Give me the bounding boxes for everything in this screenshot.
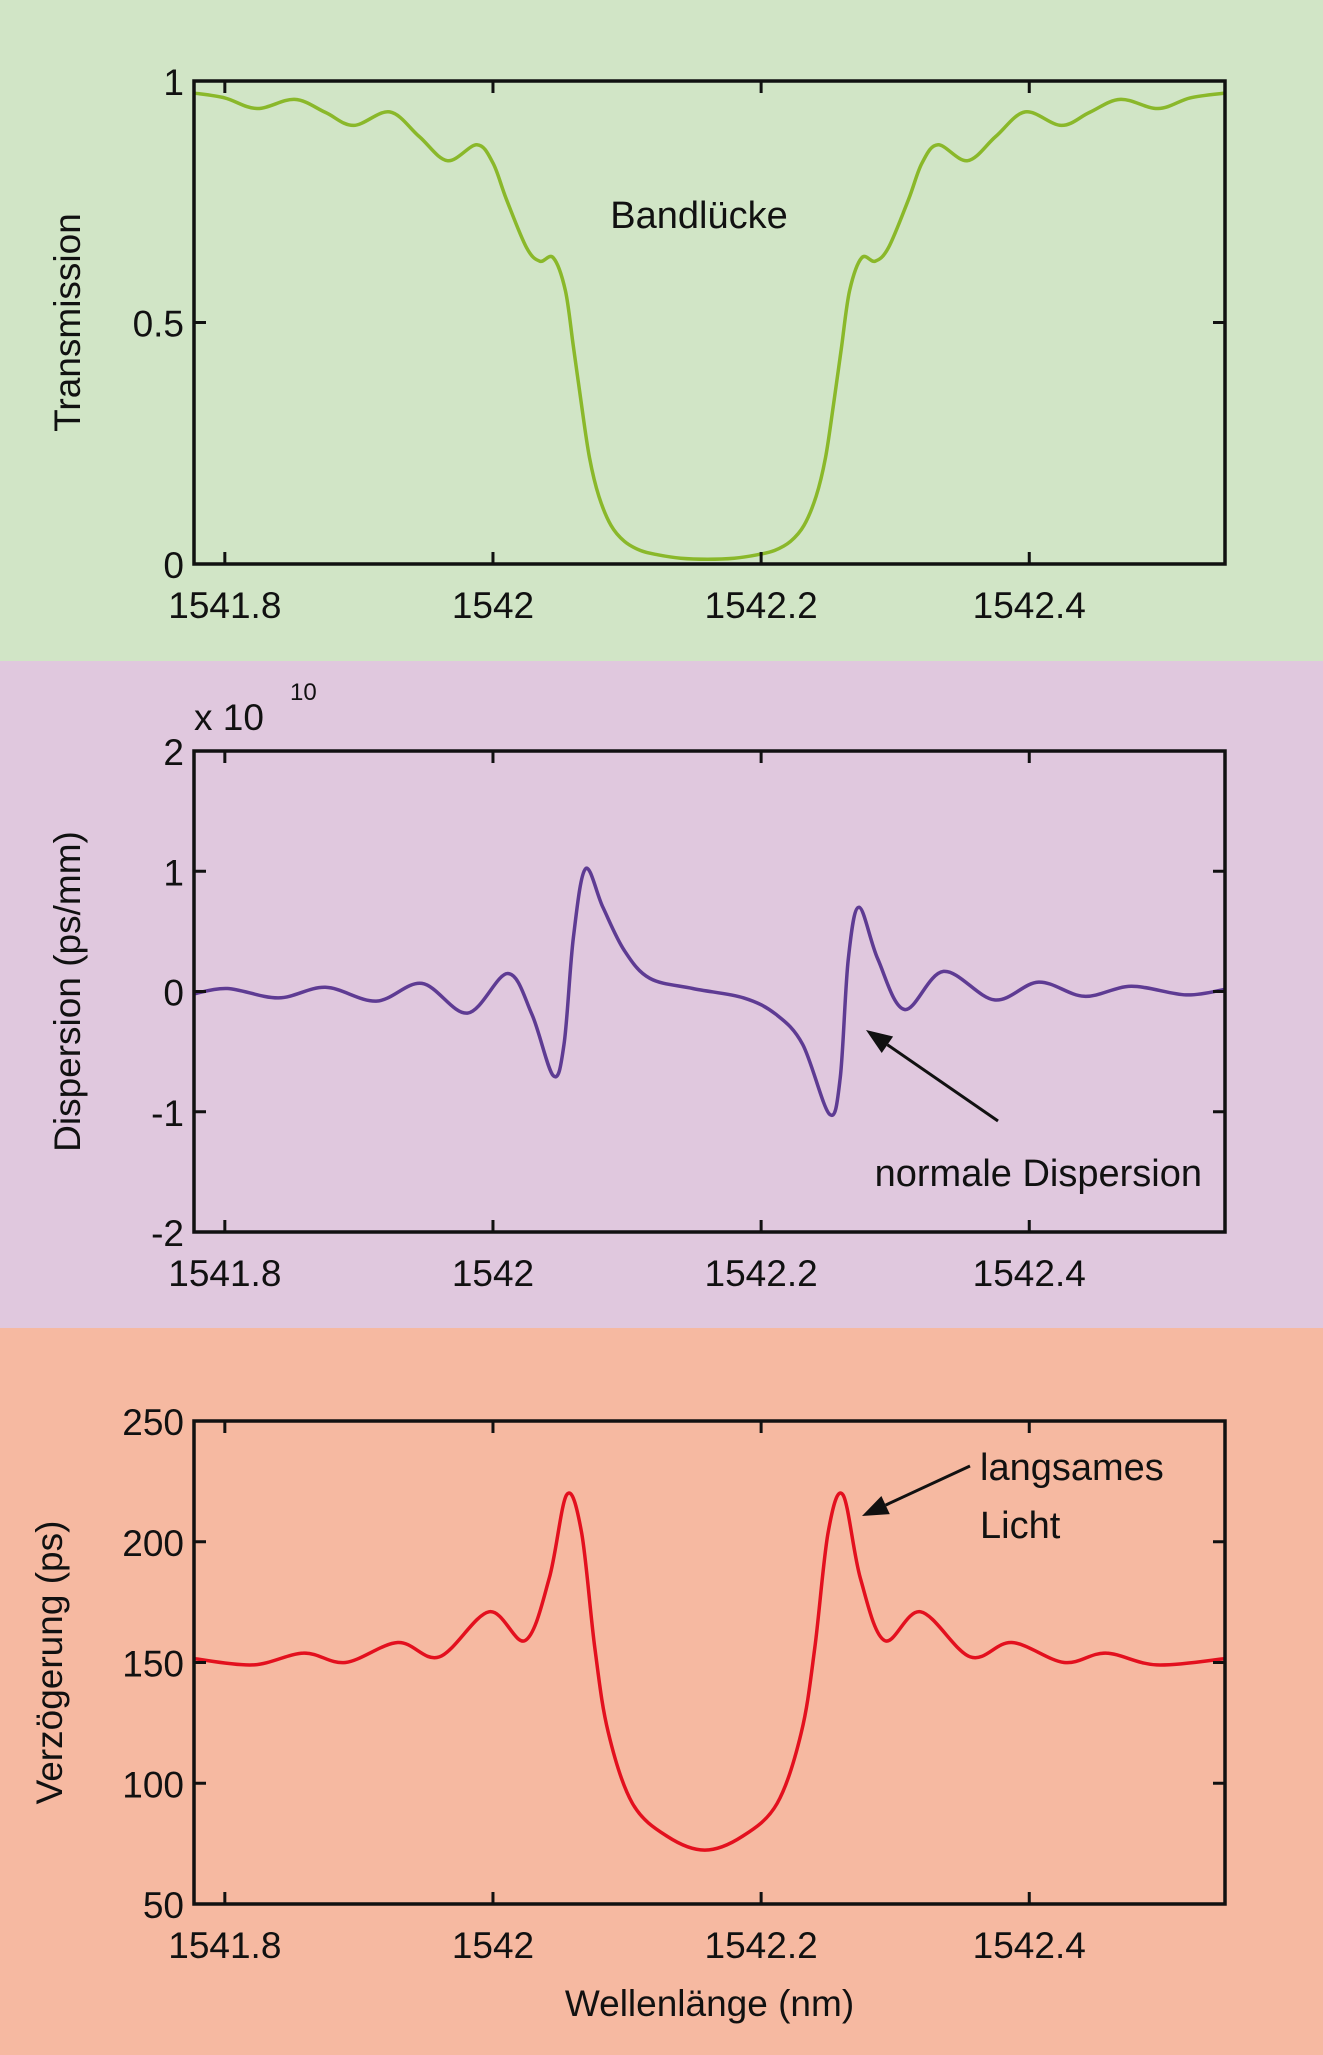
transmission-series-line <box>193 91 1226 561</box>
delay-xtick-label: 1542.4 <box>973 1925 1086 1966</box>
dispersion-panel: 1541.8 1542 1542.2 1542.4 -2 -1 0 1 2 Dispersion … <box>0 661 1323 1328</box>
transmission-ytick-label: 0.5 <box>133 304 184 345</box>
y-multiplier-exponent: 10 <box>290 679 317 706</box>
dispersion-ytick-label: 0 <box>163 973 184 1014</box>
y-multiplier-label: x 10 <box>194 697 264 738</box>
transmission-y-axis-label: Transmission <box>47 213 88 432</box>
delay-ytick-label: 200 <box>122 1523 184 1564</box>
dispersion-xtick-label: 1541.8 <box>168 1253 281 1294</box>
delay-xtick-label: 1542.2 <box>705 1925 818 1966</box>
transmission-ytick-label: 0 <box>163 545 184 586</box>
delay-ytick-label: 250 <box>122 1402 184 1443</box>
transmission-xtick-label: 1542.2 <box>705 585 818 626</box>
annotation-licht: Licht <box>980 1505 1061 1547</box>
dispersion-ytick-label: -2 <box>151 1213 184 1254</box>
dispersion-ytick-label: -1 <box>151 1093 184 1134</box>
transmission-xtick-label: 1542.4 <box>973 585 1086 626</box>
annotation-arrow-shaft <box>886 1043 999 1123</box>
annotation-normale-dispersion: normale Dispersion <box>875 1153 1202 1195</box>
delay-ytick-label: 100 <box>122 1764 184 1805</box>
delay-ytick-label: 50 <box>143 1885 184 1926</box>
delay-background <box>0 1328 1323 2055</box>
dispersion-xtick-label: 1542.4 <box>973 1253 1086 1294</box>
dispersion-ytick-label: 2 <box>163 732 184 773</box>
delay-ytick-label: 150 <box>122 1644 184 1685</box>
annotation-arrow-head <box>866 1030 894 1053</box>
delay-y-axis-label: Verzögerung (ps) <box>29 1521 70 1805</box>
annotation-arrow-shaft <box>884 1464 971 1507</box>
dispersion-xtick-label: 1542 <box>452 1253 534 1294</box>
annotation-langsames: langsames <box>980 1447 1164 1489</box>
transmission-panel: 1541.8 1542 1542.2 1542.4 0 0.5 1 Transmission B… <box>0 0 1323 661</box>
delay-x-axis-label: Wellenlänge (nm) <box>565 1983 854 2024</box>
transmission-xtick-label: 1541.8 <box>168 585 281 626</box>
transmission-background <box>0 0 1323 661</box>
dispersion-series-line <box>193 866 1226 1118</box>
dispersion-ytick-label: 1 <box>163 852 184 893</box>
delay-xtick-label: 1542 <box>452 1925 534 1966</box>
transmission-ytick-label: 1 <box>163 62 184 103</box>
dispersion-y-axis-label: Dispersion (ps/mm) <box>47 831 88 1152</box>
annotation-arrow-head <box>862 1496 890 1516</box>
delay-series-line <box>193 1491 1226 1852</box>
annotation-bandluecke: Bandlücke <box>610 195 787 237</box>
delay-xtick-label: 1541.8 <box>168 1925 281 1966</box>
transmission-xtick-label: 1542 <box>452 585 534 626</box>
delay-panel: 1541.8 1542 1542.2 1542.4 50 100 150 200 250 Verz… <box>0 1328 1323 2055</box>
dispersion-xtick-label: 1542.2 <box>705 1253 818 1294</box>
